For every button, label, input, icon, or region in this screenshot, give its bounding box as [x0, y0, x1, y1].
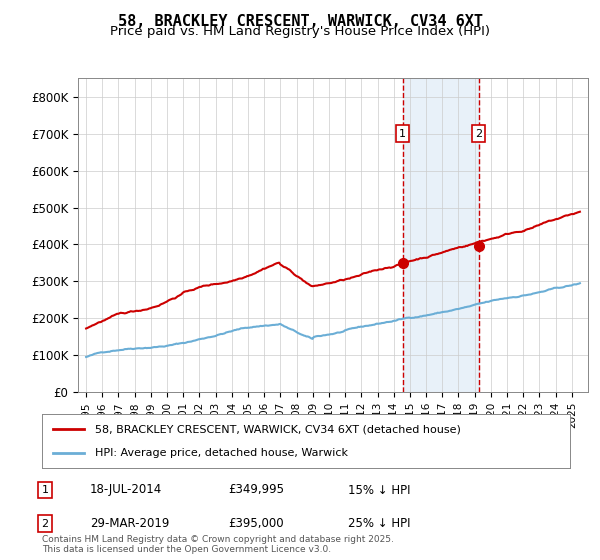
Text: 29-MAR-2019: 29-MAR-2019	[90, 517, 169, 530]
Text: 15% ↓ HPI: 15% ↓ HPI	[348, 483, 410, 497]
Text: HPI: Average price, detached house, Warwick: HPI: Average price, detached house, Warw…	[95, 447, 348, 458]
Text: 1: 1	[399, 129, 406, 139]
Text: 25% ↓ HPI: 25% ↓ HPI	[348, 517, 410, 530]
Text: 1: 1	[41, 485, 49, 495]
Text: 18-JUL-2014: 18-JUL-2014	[90, 483, 162, 497]
Text: 58, BRACKLEY CRESCENT, WARWICK, CV34 6XT: 58, BRACKLEY CRESCENT, WARWICK, CV34 6XT	[118, 14, 482, 29]
Text: Contains HM Land Registry data © Crown copyright and database right 2025.
This d: Contains HM Land Registry data © Crown c…	[42, 535, 394, 554]
Text: £395,000: £395,000	[228, 517, 284, 530]
Text: 2: 2	[41, 519, 49, 529]
Text: Price paid vs. HM Land Registry's House Price Index (HPI): Price paid vs. HM Land Registry's House …	[110, 25, 490, 38]
Text: 58, BRACKLEY CRESCENT, WARWICK, CV34 6XT (detached house): 58, BRACKLEY CRESCENT, WARWICK, CV34 6XT…	[95, 424, 461, 435]
Text: 2: 2	[475, 129, 482, 139]
Bar	[403, 78, 479, 392]
Text: £349,995: £349,995	[228, 483, 284, 497]
